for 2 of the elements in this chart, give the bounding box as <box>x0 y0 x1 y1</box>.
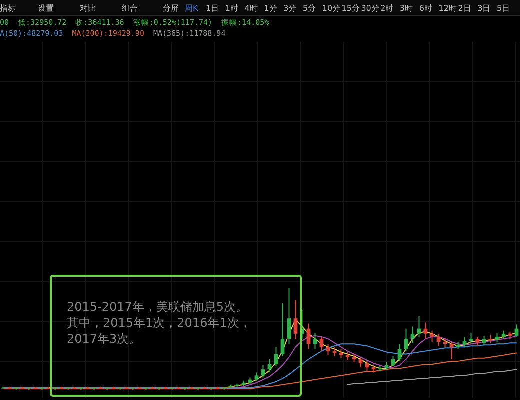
annotation: 2015-2017年，美联储加息5次。其中，2015年1次，2016年1次，2017年3次。 <box>67 300 252 346</box>
toolbar: 指标 设置 对比 组合 分屏 周K 1日 1时 4时 1分 3分 5分 10分 15分 30分 2时 3时 6时 12时2日 3日 5日 <box>0 4 510 13</box>
